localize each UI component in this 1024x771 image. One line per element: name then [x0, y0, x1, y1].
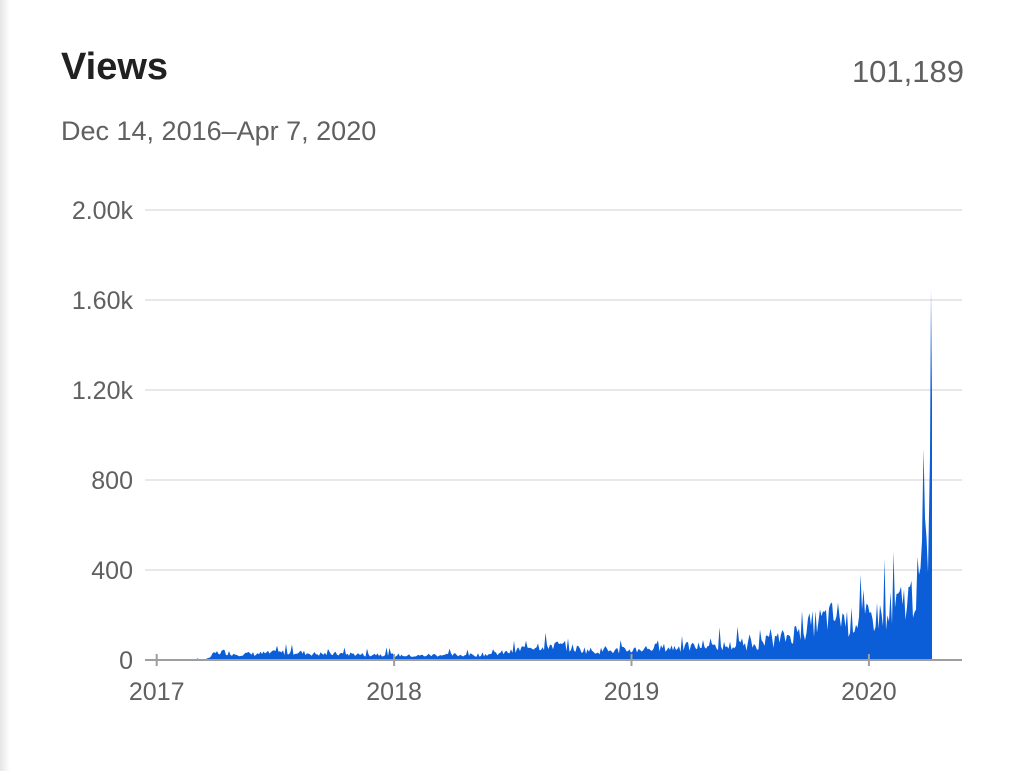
grid-lines [145, 209, 962, 571]
views-area-series [145, 288, 932, 660]
y-tick-label: 1.20k [72, 377, 134, 405]
screen-edge-shadow [0, 0, 10, 771]
x-tick-label: 2020 [841, 678, 897, 706]
date-range: Dec 14, 2016–Apr 7, 2020 [61, 116, 377, 146]
total-views: 101,189 [851, 54, 964, 89]
y-tick-label: 2.00k [72, 197, 134, 225]
card-title: Views [61, 46, 169, 88]
x-tick-label: 2019 [604, 678, 660, 706]
x-tick-label: 2018 [366, 678, 422, 706]
x-tick-label: 2017 [129, 678, 185, 706]
y-tick-label: 800 [91, 467, 133, 495]
y-tick-label: 400 [91, 557, 133, 585]
y-axis-labels: 0 400 800 1.20k 1.60k 2.00k [72, 197, 134, 675]
y-tick-label: 0 [119, 647, 133, 675]
x-axis-ticks: 2017 2018 2019 2020 [129, 654, 897, 706]
y-tick-label: 1.60k [72, 287, 134, 315]
